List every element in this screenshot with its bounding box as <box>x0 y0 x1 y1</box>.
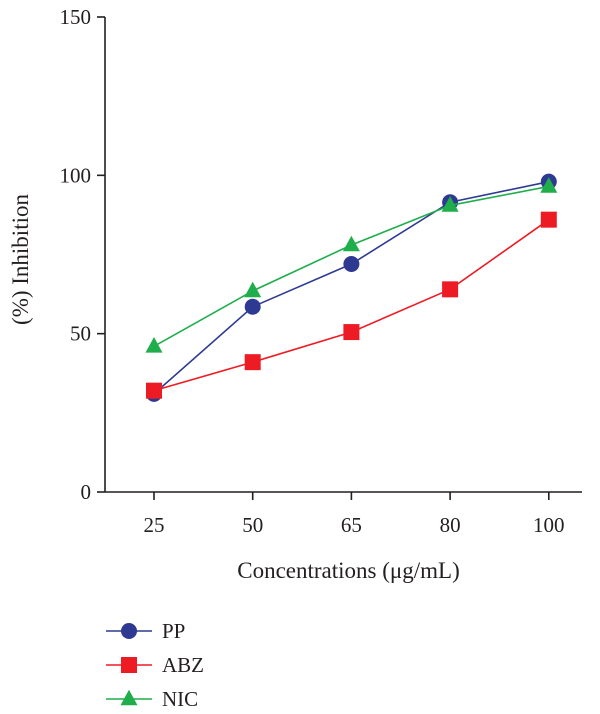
series-pp <box>146 173 557 402</box>
series-layer <box>145 173 558 402</box>
series-abz <box>146 211 557 399</box>
y-tick-label: 150 <box>60 5 92 29</box>
data-point-abz <box>343 324 360 341</box>
x-ticks: 25 50 65 80 100 <box>144 492 565 537</box>
legend-label: ABZ <box>162 653 204 677</box>
legend-marker <box>121 623 137 639</box>
data-point-abz <box>442 281 459 298</box>
data-point-abz <box>540 211 557 228</box>
x-tick-label: 80 <box>440 513 461 537</box>
legend-marker <box>121 657 137 673</box>
legend-item-abz: ABZ <box>106 653 204 677</box>
x-axis-title: Concentrations (μg/mL) <box>237 558 459 583</box>
x-tick-label: 100 <box>533 513 565 537</box>
y-tick-label: 0 <box>81 480 92 504</box>
data-point-nic <box>244 281 262 298</box>
x-tick-label: 65 <box>341 513 362 537</box>
data-point-nic <box>540 177 558 193</box>
series-nic <box>145 177 558 353</box>
legend: PP ABZ NIC <box>106 619 204 711</box>
legend-item-pp: PP <box>106 619 185 643</box>
data-point-abz <box>146 382 162 399</box>
axes <box>104 17 582 493</box>
legend-item-nic: NIC <box>106 687 198 711</box>
x-tick-label: 50 <box>242 513 263 537</box>
x-tick-label: 25 <box>144 513 165 537</box>
series-line-pp <box>153 180 549 395</box>
data-point-nic <box>145 337 163 353</box>
data-point-nic <box>441 196 459 212</box>
y-tick-label: 100 <box>60 163 92 187</box>
data-point-abz <box>244 354 261 371</box>
legend-label: NIC <box>162 687 198 711</box>
data-point-nic <box>342 235 360 252</box>
legend-label: PP <box>162 619 185 643</box>
y-ticks: 0 50 100 150 <box>60 5 105 504</box>
y-tick-label: 50 <box>70 322 91 346</box>
data-point-pp <box>244 298 261 315</box>
legend-marker <box>120 689 138 706</box>
data-point-pp <box>343 256 360 272</box>
y-axis-title: (%) Inhibition <box>8 194 33 325</box>
